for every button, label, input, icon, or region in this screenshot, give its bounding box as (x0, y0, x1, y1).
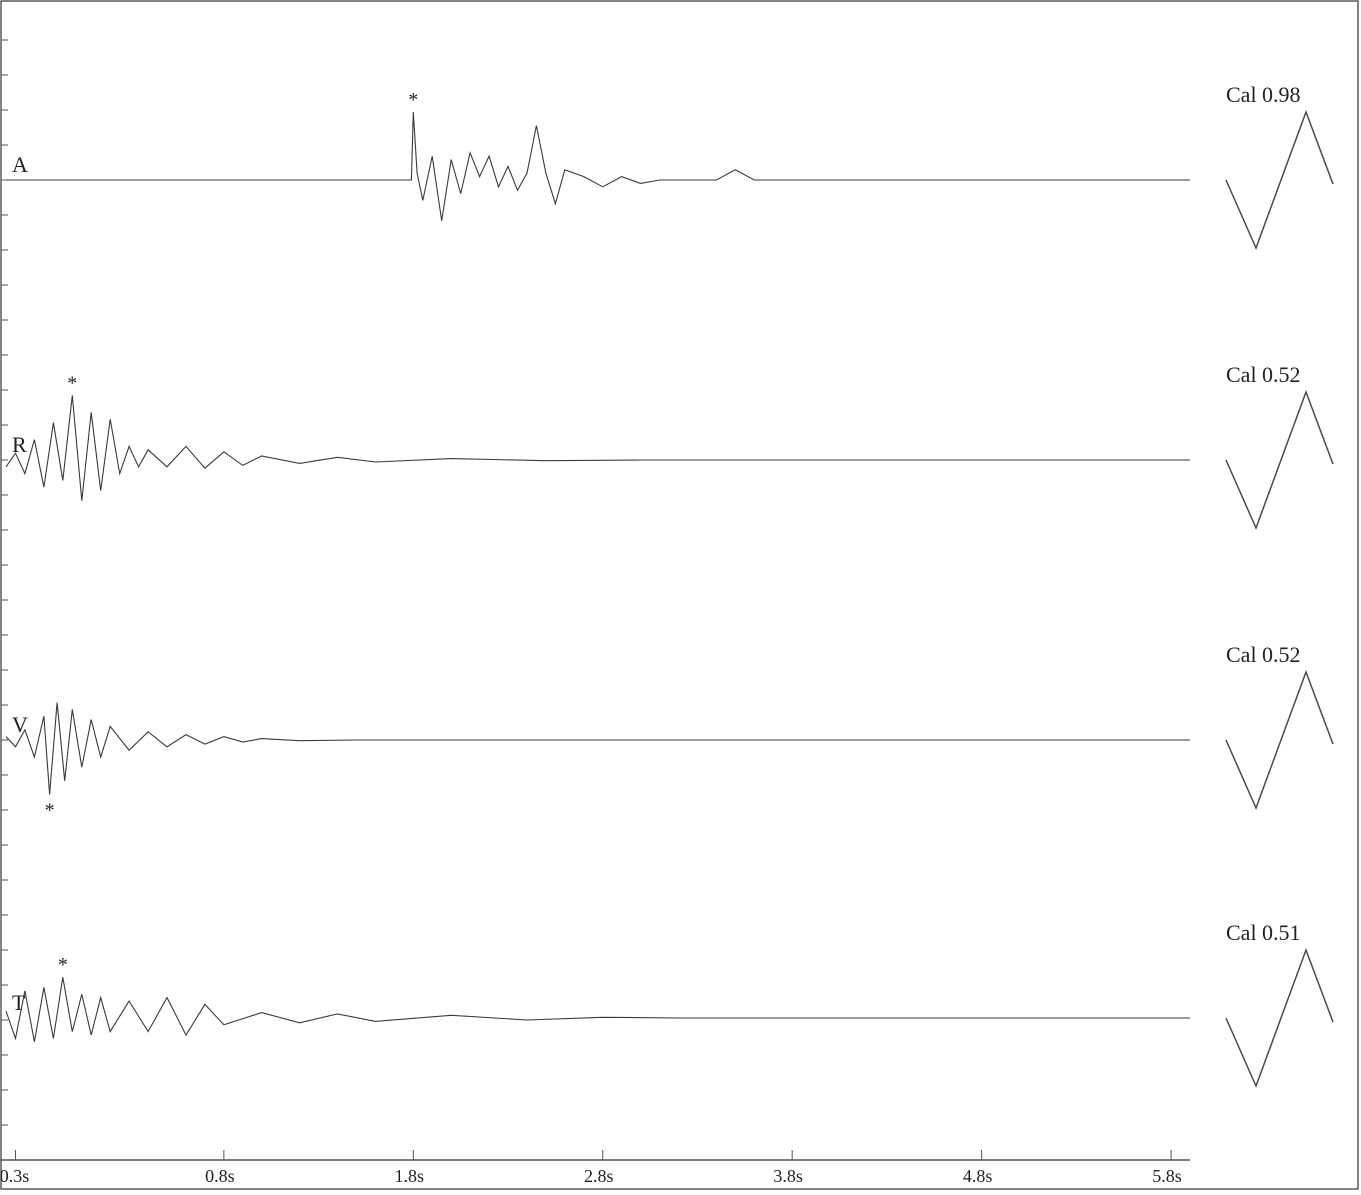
trace-a (6, 111, 1190, 221)
peak-marker: * (58, 954, 68, 976)
calibration-label: Cal 0.52 (1226, 362, 1301, 387)
x-tick-label: -0.3s (0, 1166, 29, 1186)
channel-label-v: V (12, 712, 28, 737)
x-tick-label: 4.8s (963, 1166, 993, 1186)
calibration-label: Cal 0.51 (1226, 920, 1301, 945)
peak-marker: * (45, 799, 55, 821)
calibration-waveform (1225, 669, 1334, 811)
calibration-label: Cal 0.98 (1226, 82, 1301, 107)
calibration-waveform (1225, 389, 1334, 531)
calibration-label: Cal 0.52 (1226, 642, 1301, 667)
channel-label-r: R (12, 432, 27, 457)
axis-ticks: -0.3s 0.8s 1.8s 2.8s 3.8s 4.8s 5.8s (0, 39, 1182, 1186)
channel-label-a: A (12, 152, 28, 177)
trace-v (5, 702, 1190, 795)
trace-group: A * R * V * T * (5, 89, 1190, 1042)
x-tick-label: 1.8s (395, 1166, 425, 1186)
calibration-waveform (1225, 947, 1334, 1089)
calibration-waveform (1225, 109, 1334, 251)
trace-r (5, 395, 1190, 501)
calibration-group: Cal 0.98 Cal 0.52 Cal 0.52 Cal 0.51 (1225, 82, 1334, 1089)
x-tick-label: 2.8s (584, 1166, 614, 1186)
peak-marker: * (67, 372, 77, 394)
x-tick-label: 0.8s (205, 1166, 235, 1186)
x-tick-label: 3.8s (773, 1166, 803, 1186)
trace-t (5, 977, 1190, 1042)
peak-marker: * (408, 89, 418, 111)
x-tick-label: 5.8s (1152, 1166, 1182, 1186)
channel-label-t: T (12, 990, 26, 1015)
